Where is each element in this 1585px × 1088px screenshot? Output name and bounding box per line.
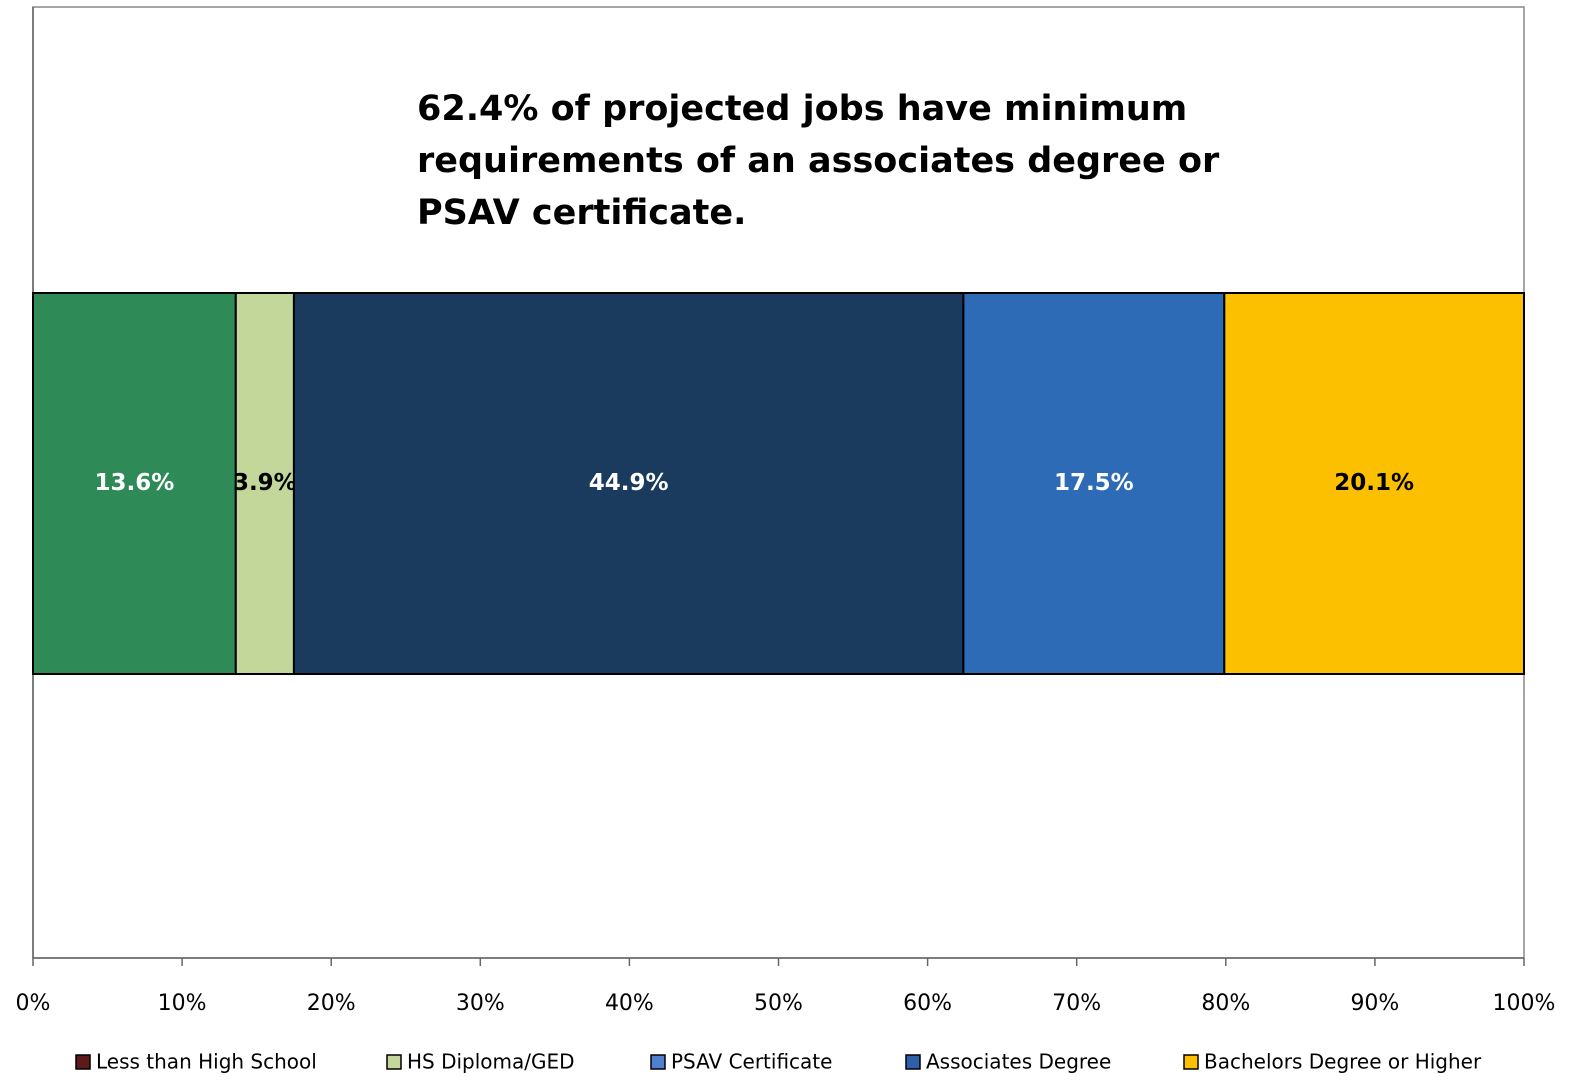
legend-swatch <box>75 1054 91 1070</box>
x-tick-label: 20% <box>307 991 356 1016</box>
value-label: 17.5% <box>1054 470 1134 496</box>
bar-segment <box>234 292 295 675</box>
x-tick-label: 40% <box>605 991 654 1016</box>
legend-label: PSAV Certificate <box>671 1050 832 1074</box>
x-tick-label: 90% <box>1350 991 1399 1016</box>
legend-label: Bachelors Degree or Higher <box>1204 1050 1482 1074</box>
annotation: PSAV certificate. <box>417 193 746 233</box>
bar-segment <box>962 292 1226 675</box>
legend-swatch <box>650 1054 666 1070</box>
legend-swatch <box>1183 1054 1199 1070</box>
value-label: 44.9% <box>589 470 669 496</box>
x-tick-label: 70% <box>1052 991 1101 1016</box>
bar-segment <box>292 292 965 675</box>
x-tick-label: 30% <box>456 991 505 1016</box>
annotation: 62.4% of projected jobs have minimum <box>417 89 1187 129</box>
x-tick-label: 60% <box>903 991 952 1016</box>
bar-segment <box>32 292 237 675</box>
x-tick-label: 50% <box>754 991 803 1016</box>
legend-swatch <box>386 1054 402 1070</box>
value-label: 3.9% <box>233 470 297 496</box>
bar-segment <box>1223 292 1525 675</box>
x-tick-label: 10% <box>158 991 207 1016</box>
x-tick-label: 100% <box>1493 991 1556 1016</box>
legend-label: Associates Degree <box>926 1050 1111 1074</box>
value-label: 13.6% <box>94 470 174 496</box>
value-label: 20.1% <box>1334 470 1414 496</box>
annotation: requirements of an associates degree or <box>417 141 1220 181</box>
legend-label: HS Diploma/GED <box>407 1050 575 1074</box>
legend-swatch <box>905 1054 921 1070</box>
x-tick-label: 0% <box>16 991 51 1016</box>
legend-label: Less than High School <box>96 1050 317 1074</box>
x-tick-label: 80% <box>1201 991 1250 1016</box>
